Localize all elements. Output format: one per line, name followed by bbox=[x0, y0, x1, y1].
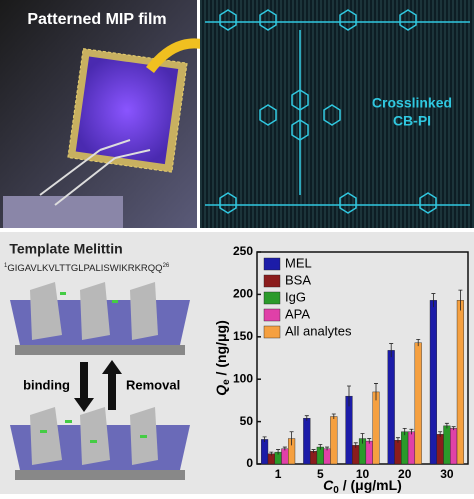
structure-label: CB-PI bbox=[393, 113, 431, 129]
bar bbox=[456, 300, 464, 465]
error-bar bbox=[416, 338, 421, 347]
error-bar bbox=[409, 428, 414, 435]
x-axis-label: C0 / (μg/mL) bbox=[323, 477, 402, 494]
x-label-unit: / (μg/mL) bbox=[339, 477, 402, 493]
error-bar bbox=[389, 343, 394, 358]
structure bbox=[200, 0, 474, 228]
x-tick-label: 20 bbox=[398, 467, 412, 481]
y-tick-label: 0 bbox=[246, 456, 253, 470]
device-bottom bbox=[10, 407, 190, 480]
x-tick-label: 5 bbox=[317, 467, 324, 481]
error-bar bbox=[395, 437, 400, 443]
bar bbox=[401, 431, 409, 465]
legend-swatch bbox=[263, 308, 281, 322]
y-label-unit: / (ng/μg) bbox=[213, 320, 229, 379]
error-bar bbox=[458, 289, 463, 311]
error-bar bbox=[325, 446, 330, 451]
error-bar bbox=[360, 433, 365, 444]
device-top bbox=[10, 282, 190, 355]
error-bar bbox=[374, 383, 379, 401]
error-bar bbox=[346, 385, 351, 407]
removal-label: Removal bbox=[126, 377, 180, 392]
error-bar bbox=[444, 422, 449, 429]
glove bbox=[3, 196, 123, 228]
error-bar bbox=[289, 431, 294, 446]
x-label-symbol: C bbox=[323, 477, 334, 493]
y-tick-label: 250 bbox=[233, 244, 253, 258]
x-tick-label: 1 bbox=[275, 467, 282, 481]
y-label-sub: e bbox=[221, 379, 232, 385]
bar bbox=[352, 445, 360, 465]
electrodes bbox=[39, 139, 151, 206]
legend-swatch bbox=[263, 325, 281, 339]
bar bbox=[372, 391, 380, 465]
legend-label: IgG bbox=[285, 289, 306, 304]
error-bar bbox=[262, 436, 267, 442]
bar bbox=[281, 448, 289, 465]
bar bbox=[387, 350, 395, 465]
error-bar bbox=[367, 438, 372, 444]
bar bbox=[443, 425, 451, 465]
bar bbox=[436, 434, 444, 465]
x-label-sub: 0 bbox=[333, 485, 339, 494]
arrow-head bbox=[74, 398, 94, 412]
y-label-symbol: Q bbox=[213, 385, 229, 396]
error-bar bbox=[304, 415, 309, 421]
molecule bbox=[205, 9, 470, 214]
y-axis-label: Qe / (ng/μg) bbox=[213, 320, 232, 396]
bar bbox=[330, 416, 338, 465]
bar bbox=[450, 428, 458, 465]
error-bar bbox=[269, 451, 274, 456]
bar bbox=[414, 342, 422, 465]
sequence-body: GIGAVLKVLTTGLPALISWIKRKRQQ bbox=[7, 263, 162, 274]
error-bar bbox=[331, 413, 336, 420]
legend-swatch bbox=[263, 274, 281, 288]
film-chip bbox=[67, 48, 188, 173]
bar bbox=[407, 431, 416, 465]
arrow-head bbox=[102, 360, 122, 374]
y-tick-label: 150 bbox=[233, 329, 253, 343]
sequence-end: 26 bbox=[163, 263, 170, 269]
bar bbox=[365, 440, 373, 465]
legend-label: All analytes bbox=[285, 323, 352, 338]
legend-swatch bbox=[263, 291, 281, 305]
error-bar bbox=[282, 446, 287, 451]
y-tick-label: 100 bbox=[233, 371, 253, 385]
error-bar bbox=[318, 444, 323, 450]
error-bar bbox=[276, 449, 281, 455]
error-bar bbox=[311, 449, 316, 453]
legend-label: APA bbox=[285, 306, 310, 321]
bar bbox=[429, 300, 437, 465]
error-bar bbox=[438, 431, 443, 437]
sequence-start: 1 bbox=[4, 263, 8, 269]
error-bar bbox=[451, 426, 456, 431]
error-bar bbox=[402, 427, 407, 436]
legend-swatch bbox=[263, 257, 281, 271]
bar bbox=[303, 418, 311, 465]
binding-label: binding bbox=[23, 377, 70, 392]
template-title: Template Melittin bbox=[9, 241, 122, 257]
y-tick-label: 200 bbox=[233, 287, 253, 301]
x-tick-label: 10 bbox=[356, 467, 370, 481]
error-bar bbox=[431, 293, 436, 308]
error-bar bbox=[353, 442, 358, 448]
photo-title: Patterned MIP film bbox=[27, 11, 166, 28]
x-tick-label: 30 bbox=[440, 467, 454, 481]
bar bbox=[394, 440, 402, 465]
bar bbox=[309, 451, 318, 465]
bar bbox=[323, 448, 331, 465]
structure-label: Crosslinked bbox=[372, 95, 452, 111]
legend-label: BSA bbox=[285, 272, 311, 287]
y-tick-label: 50 bbox=[240, 414, 254, 428]
legend-label: MEL bbox=[285, 255, 312, 270]
bar bbox=[261, 439, 269, 465]
sequence: 1GIGAVLKVLTTGLPALISWIKRKRQQ26 bbox=[4, 263, 170, 274]
